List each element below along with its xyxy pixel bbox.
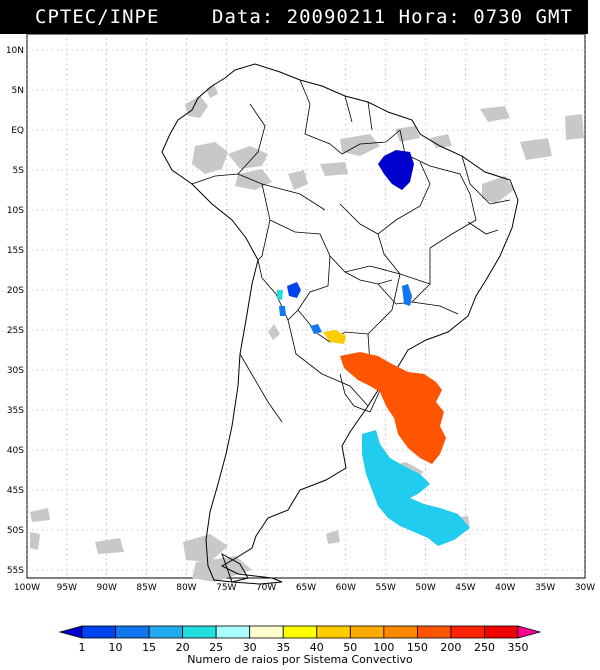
legend-box [349,625,385,639]
legend-tick-label: 10 [109,641,123,652]
legend-tick-label: 100 [373,641,394,652]
legend-tick-label: 250 [474,641,495,652]
lat-label: 5S [13,166,25,176]
lon-label: 65W [296,583,316,593]
north-brazil-system [378,150,414,190]
lon-label: 70W [256,583,276,593]
lon-label: 100W [14,583,40,593]
lat-label: 40S [7,446,24,456]
lat-label: 10N [6,46,24,56]
legend-box [416,625,452,639]
bolivia-system-b [277,290,283,300]
legend-boxes [58,625,542,639]
legend-tick-label: 40 [310,641,324,652]
lat-label: 35S [7,406,24,416]
time-label: Hora: [398,6,461,28]
legend-box [81,625,116,639]
cloud-cover [30,84,584,582]
legend-tick-label: 1 [79,641,86,652]
datetime-label: Data: 20090211 Hora: 0730 GMT [212,6,573,28]
lon-label: 75W [216,583,236,593]
lat-label: 15S [7,246,24,256]
latitude-labels: 10N 5N EQ 5S 10S 15S 20S 25S 30S 35S 40S 45S 50S 55S [6,46,24,576]
lat-label: 55S [7,566,24,576]
legend-ticks: 1 10 15 20 25 30 35 40 50 100 150 200 250 350 [79,641,529,652]
lightning-map: 10N5NEQ5S10S15S20S25S30S35S40S45S50S55S … [6,34,595,593]
legend-box [58,625,83,639]
legend-box [383,625,418,639]
legend-box [115,625,150,639]
legend-title: Numero de raios por Sistema Convectivo [187,653,413,666]
lat-label: 50S [7,526,24,536]
legend-tick-label: 25 [209,641,223,652]
time-value: 0730 [473,6,524,28]
patagonia-atlantic-system [362,430,470,546]
legend-tick-label: 20 [176,641,190,652]
source-label: CPTEC/INPE [35,6,160,28]
lon-label: 60W [336,583,356,593]
legend-tick-label: 350 [508,641,529,652]
legend-tick-label: 30 [243,641,257,652]
date-value: 20090211 [286,6,387,28]
bolivia-system-a [287,282,301,298]
lon-label: 45W [455,583,475,593]
lon-label: 80W [176,583,196,593]
lat-label: 10S [7,206,24,216]
date-label: Data: [212,6,275,28]
legend-box [182,625,217,639]
paraguay-system-a [310,324,322,334]
timezone-label: GMT [535,6,573,28]
lon-label: 40W [495,583,515,593]
bolivia-system-c [279,306,286,316]
lat-label: EQ [11,126,24,136]
lat-label: 45S [7,486,24,496]
lon-label: 85W [136,583,156,593]
uruguay-south-atlantic-system [340,352,446,464]
graticule [26,34,586,578]
legend-tick-label: 150 [407,641,428,652]
legend-box [484,625,519,639]
legend-box [450,625,485,639]
legend-box [215,625,251,639]
lon-label: 50W [415,583,435,593]
legend-tick-label: 35 [276,641,290,652]
lat-label: 5N [12,86,24,96]
convective-systems [277,150,470,546]
lon-label: 30W [575,583,595,593]
lon-label: 90W [97,583,117,593]
legend-box [282,625,318,639]
lat-label: 30S [7,366,24,376]
lon-label: 95W [57,583,77,593]
legend-box [517,625,542,639]
minas-system [402,284,412,306]
legend-box [316,625,351,639]
lat-label: 25S [7,326,24,336]
longitude-labels: 100W 95W 90W 85W 80W 75W 70W 65W 60W 55W 50W 45W 40W… [14,583,595,593]
legend-tick-label: 15 [142,641,156,652]
lon-label: 35W [535,583,555,593]
legend-colorbar: 1 10 15 20 25 30 35 40 50 100 150 200 250 350 [58,625,542,652]
header-bar: CPTEC/INPE Data: 20090211 Hora: 0730 GMT [0,0,588,34]
legend-box [148,625,184,639]
legend-tick-label: 50 [343,641,357,652]
lat-label: 20S [7,286,24,296]
legend-tick-label: 200 [440,641,461,652]
lon-label: 55W [376,583,396,593]
paraguay-system-b [323,330,346,344]
legend-box [249,625,284,639]
